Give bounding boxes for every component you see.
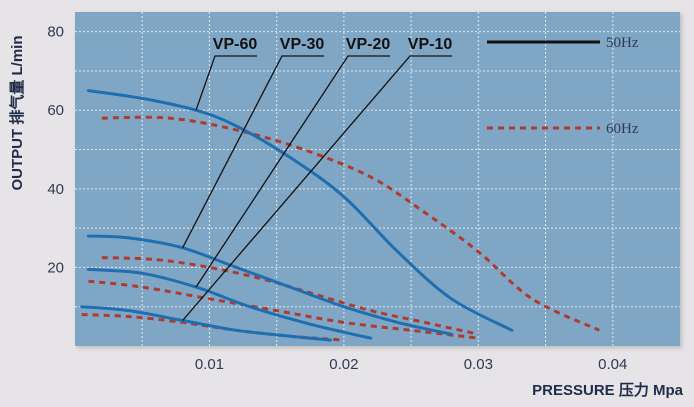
y-tick-label: 80	[47, 24, 64, 41]
leader-line-vp-20	[195, 55, 390, 288]
leader-line-vp-30	[182, 55, 324, 249]
x-tick-label: 0.03	[464, 356, 493, 373]
x-axis-title: PRESSURE 压力 Mpa	[532, 381, 684, 399]
x-tick-labels: 0.01 0.02 0.03 0.04	[195, 356, 628, 373]
legend: 50Hz 60Hz	[487, 35, 639, 137]
series-line-vp-60-50hz	[86, 89, 514, 332]
x-tick-label: 0.04	[598, 356, 627, 373]
series-leader-lines	[182, 55, 452, 321]
series-labels: VP-60 VP-30 VP-20 VP-10	[213, 36, 453, 53]
y-tick-label: 60	[47, 102, 64, 119]
series-line-vp-20-60hz	[88, 279, 479, 340]
leader-line-vp-10	[182, 55, 452, 321]
series-label-vp-20: VP-20	[346, 36, 391, 53]
y-tick-label: 20	[47, 259, 64, 276]
x-tick-label: 0.02	[329, 356, 358, 373]
series-label-vp-60: VP-60	[213, 36, 258, 53]
series-line-vp-60-60hz	[101, 115, 600, 332]
x-tick-label: 0.01	[195, 356, 224, 373]
y-tick-labels: 20 40 60 80	[47, 24, 64, 277]
series-line-vp-30-50hz	[86, 234, 453, 336]
series-line-vp-20-50hz	[86, 267, 373, 340]
series-label-vp-30: VP-30	[280, 36, 325, 53]
legend-label-50hz: 50Hz	[606, 35, 639, 51]
y-axis-title: OUTPUT 排气量 L/min	[8, 36, 26, 191]
series-lines	[80, 89, 600, 342]
plot-area	[75, 12, 680, 346]
series-label-vp-10: VP-10	[408, 36, 453, 53]
leader-line-vp-60	[195, 55, 257, 111]
y-tick-label: 40	[47, 181, 64, 198]
series-line-vp-10-50hz	[80, 305, 332, 342]
legend-label-60hz: 60Hz	[606, 121, 639, 137]
grid-lines	[75, 12, 680, 346]
